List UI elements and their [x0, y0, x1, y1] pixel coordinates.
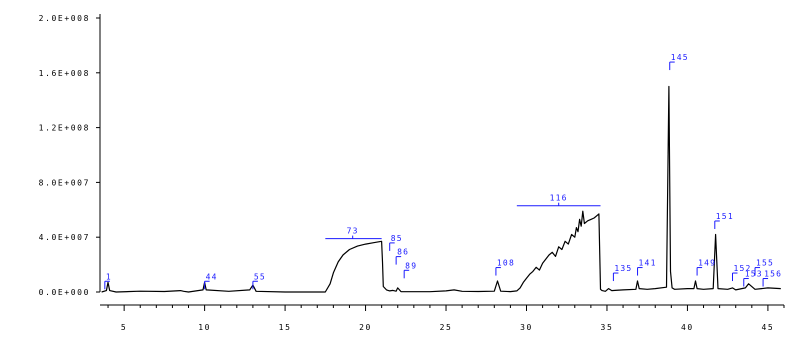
axes: 0.0E+000 4.0E+007 8.0E+007 1.2E+008 1.6E+008… — [39, 14, 785, 332]
peak-label-85: 85 — [389, 234, 403, 251]
x-tick-label: 15 — [279, 323, 292, 332]
x-tick-label: 20 — [359, 323, 372, 332]
peak-label-text: 89 — [405, 261, 417, 270]
peak-label-73: 73 — [325, 227, 382, 240]
trace-layer — [101, 85, 781, 293]
peak-label-151: 151 — [714, 212, 734, 229]
peak-label-153: 153 — [743, 270, 763, 287]
peak-label-text: 73 — [347, 227, 359, 236]
peak-label-44: 44 — [204, 272, 218, 290]
peak-label-141: 141 — [637, 259, 657, 276]
peak-label-108: 108 — [495, 259, 515, 276]
peak-label-156: 156 — [762, 270, 782, 287]
peak-label-89: 89 — [403, 261, 417, 279]
y-tick-label: 8.0E+007 — [39, 178, 90, 187]
peak-label-text: 153 — [745, 270, 763, 279]
y-tick-label: 4.0E+007 — [39, 233, 90, 242]
peak-label-145: 145 — [669, 53, 689, 71]
peak-label-135: 135 — [612, 264, 632, 282]
peak-label-1: 1 — [104, 272, 112, 290]
y-tick-label: 1.2E+008 — [39, 124, 90, 133]
x-tick-label: 25 — [440, 323, 453, 332]
peak-label-text: 86 — [397, 248, 409, 257]
peak-label-text: 44 — [206, 272, 218, 281]
peak-label-text: 55 — [254, 272, 266, 281]
y-tick-label: 0.0E+000 — [39, 288, 90, 297]
peak-label-text: 156 — [764, 270, 782, 279]
peak-label-86: 86 — [395, 248, 409, 265]
y-tick-label: 2.0E+008 — [39, 14, 90, 23]
peak-labels: 1 44 55 73 85 86 89 108 116 135 141 145 149 151 152153… — [104, 53, 782, 290]
peak-label-text: 145 — [671, 53, 689, 62]
x-tick-label: 40 — [681, 323, 694, 332]
peak-label-text: 155 — [756, 259, 774, 268]
x-tick-label: 45 — [761, 323, 774, 332]
peak-label-155: 155 — [754, 259, 774, 276]
peak-label-text: 108 — [497, 259, 515, 268]
peak-label-text: 135 — [614, 264, 632, 273]
y-tick-label: 1.6E+008 — [39, 69, 90, 78]
x-tick-label: 35 — [601, 323, 614, 332]
peak-label-55: 55 — [252, 272, 266, 290]
peak-label-text: 151 — [716, 212, 734, 221]
peak-label-149: 149 — [696, 259, 716, 276]
x-tick-label: 10 — [198, 323, 211, 332]
peak-label-text: 152 — [733, 264, 751, 273]
x-tick-label: 30 — [520, 323, 533, 332]
x-tick-label: 5 — [121, 323, 127, 332]
peak-label-text: 85 — [391, 234, 403, 243]
peak-label-152: 152 — [731, 264, 751, 282]
peak-label-text: 149 — [698, 259, 716, 268]
peak-label-116: 116 — [516, 194, 601, 207]
peak-label-text: 116 — [550, 194, 568, 203]
peak-label-text: 1 — [106, 272, 112, 281]
peak-label-text: 141 — [639, 259, 657, 268]
series-line-0 — [101, 85, 781, 293]
